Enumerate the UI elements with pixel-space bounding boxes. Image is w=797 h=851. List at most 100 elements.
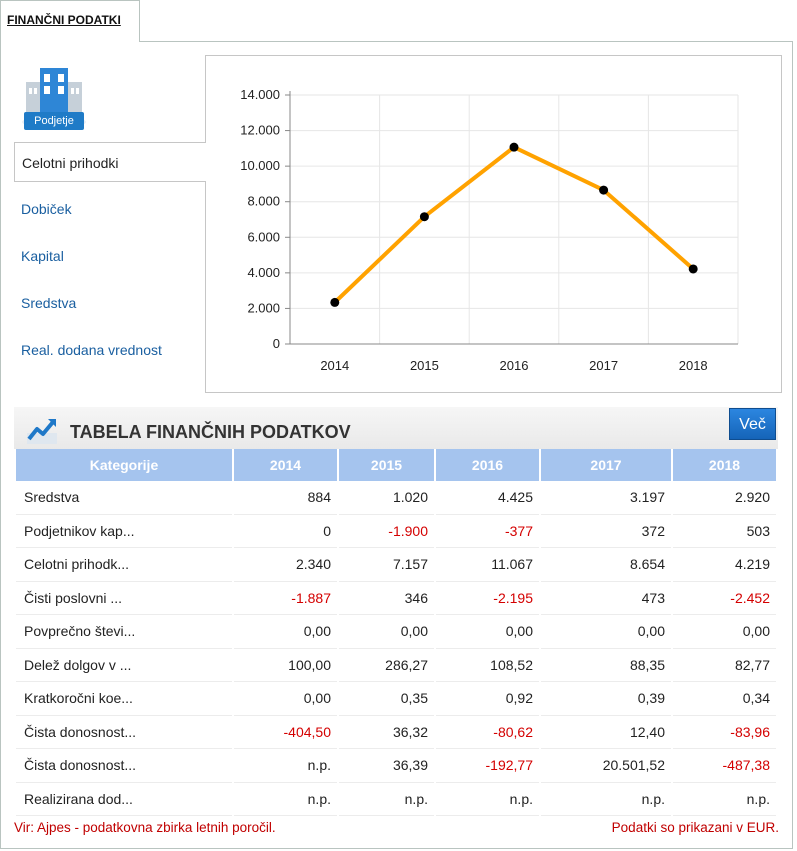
table-cell: 12,40 — [541, 716, 671, 749]
table-header-row: Kategorije 2014 2015 2016 2017 2018 — [16, 449, 776, 481]
y-tick-label: 14.000 — [240, 87, 280, 102]
table-cell: 20.501,52 — [541, 749, 671, 783]
side-item-kapital[interactable]: Kapital — [21, 248, 64, 264]
table-cell: 7.157 — [339, 548, 434, 582]
table-cell: 11.067 — [436, 548, 539, 582]
section-title: TABELA FINANČNIH PODATKOV — [70, 422, 351, 442]
row-label: Podjetnikov kap... — [16, 515, 232, 548]
table-cell: n.p. — [436, 783, 539, 816]
table-cell: 108,52 — [436, 649, 539, 682]
table-cell: 88,35 — [541, 649, 671, 682]
x-tick-label-2014: 2014 — [320, 358, 349, 373]
side-item-dobicek[interactable]: Dobiček — [21, 201, 72, 217]
more-button[interactable]: Več — [729, 408, 776, 440]
x-tick-label-2017: 2017 — [589, 358, 618, 373]
table-cell: 8.654 — [541, 548, 671, 582]
y-tick-label: 4.000 — [247, 265, 280, 280]
revenue-chart: 0 2.000 4.000 6.000 8.000 10.000 12.000 14.000 2… — [205, 55, 782, 393]
table-cell: 82,77 — [673, 649, 776, 682]
table-cell: 36,39 — [339, 749, 434, 783]
table-cell: -2.195 — [436, 582, 539, 615]
table-cell: 286,27 — [339, 649, 434, 682]
x-tick-label-2015: 2015 — [410, 358, 439, 373]
column-header-kategorije: Kategorije — [16, 449, 232, 481]
y-tick-label: 6.000 — [247, 229, 280, 244]
logo-label: Podjetje — [24, 112, 84, 130]
table-cell: 3.197 — [541, 481, 671, 515]
content-panel — [0, 41, 793, 849]
line-chart: 0 2.000 4.000 6.000 8.000 10.000 12.000 14.000 2… — [240, 87, 739, 373]
table-cell: 1.020 — [339, 481, 434, 515]
financial-table: Kategorije 2014 2015 2016 2017 2018 Sredstva 8… — [14, 449, 778, 816]
table-cell: 0,00 — [339, 615, 434, 649]
x-tick-label-2018: 2018 — [679, 358, 708, 373]
table-cell: 2.920 — [673, 481, 776, 515]
table-cell: 0,92 — [436, 682, 539, 716]
side-item-celotni-prihodki[interactable]: Celotni prihodki — [14, 142, 206, 182]
table-cell: 0,34 — [673, 682, 776, 716]
column-header-2018: 2018 — [673, 449, 776, 481]
table-cell: 0,39 — [541, 682, 671, 716]
row-label: Čista donosnost... — [16, 749, 232, 783]
table-cell: n.p. — [234, 783, 337, 816]
table-row: Realizirana dod... n.p. n.p. n.p. n.p. n.p. — [16, 783, 776, 816]
data-point-2014 — [330, 297, 340, 307]
side-item-sredstva[interactable]: Sredstva — [21, 295, 77, 311]
table-cell: 0 — [234, 515, 337, 548]
section-header: TABELA FINANČNIH PODATKOV — [14, 407, 778, 449]
row-label: Čista donosnost... — [16, 716, 232, 749]
table-cell: 4.219 — [673, 548, 776, 582]
table-cell: 884 — [234, 481, 337, 515]
row-label: Sredstva — [16, 481, 232, 515]
table-row: Podjetnikov kap... 0 -1.900 -377 372 503 — [16, 515, 776, 548]
table-cell: 4.425 — [436, 481, 539, 515]
table-cell: 100,00 — [234, 649, 337, 682]
y-tick-label: 10.000 — [240, 158, 280, 173]
row-label: Čisti poslovni ... — [16, 582, 232, 615]
table-cell: 346 — [339, 582, 434, 615]
series-line — [332, 145, 696, 305]
table-row: Čista donosnost... n.p. 36,39 -192,77 20.501… — [16, 749, 776, 783]
side-item-real-dodana-vrednost[interactable]: Real. dodana vrednost — [21, 342, 162, 358]
currency-note: Podatki so prikazani v EUR. — [611, 820, 779, 835]
trend-chart-icon — [27, 419, 57, 444]
table-cell: 0,00 — [436, 615, 539, 649]
table-cell: -2.452 — [673, 582, 776, 615]
row-label: Povprečno števi... — [16, 615, 232, 649]
column-header-2015: 2015 — [339, 449, 434, 481]
tab-financni-podatki[interactable]: FINANČNI PODATKI — [0, 0, 140, 42]
data-point-2018 — [688, 264, 698, 274]
side-nav: Celotni prihodki Dobiček Kapital Sredstv… — [14, 142, 206, 377]
row-label: Delež dolgov v ... — [16, 649, 232, 682]
y-tick-label: 0 — [273, 336, 280, 351]
table-cell: 2.340 — [234, 548, 337, 582]
row-label: Realizirana dod... — [16, 783, 232, 816]
table-row: Delež dolgov v ... 100,00 286,27 108,52 88,3… — [16, 649, 776, 682]
table-row: Povprečno števi... 0,00 0,00 0,00 0,00 0,00 — [16, 615, 776, 649]
table-cell: -377 — [436, 515, 539, 548]
column-header-2016: 2016 — [436, 449, 539, 481]
table-cell: -83,96 — [673, 716, 776, 749]
table-cell: -1.887 — [234, 582, 337, 615]
y-tick-label: 2.000 — [247, 300, 280, 315]
table-cell: 0,00 — [541, 615, 671, 649]
row-label: Kratkoročni koe... — [16, 682, 232, 716]
table-cell: 0,00 — [234, 615, 337, 649]
table-cell: -487,38 — [673, 749, 776, 783]
table-row: Čisti poslovni ... -1.887 346 -2.195 473 -2.4… — [16, 582, 776, 615]
data-point-2017 — [599, 185, 609, 195]
source-note: Vir: Ajpes - podatkovna zbirka letnih po… — [14, 820, 276, 835]
x-tick-label-2016: 2016 — [500, 358, 529, 373]
y-tick-label: 8.000 — [247, 194, 280, 209]
table-cell: -80,62 — [436, 716, 539, 749]
table-cell: n.p. — [673, 783, 776, 816]
table-cell: 0,35 — [339, 682, 434, 716]
table-cell: 0,00 — [673, 615, 776, 649]
table-cell: -192,77 — [436, 749, 539, 783]
y-tick-label: 12.000 — [240, 123, 280, 138]
table-cell: 503 — [673, 515, 776, 548]
table-cell: 36,32 — [339, 716, 434, 749]
row-label: Celotni prihodk... — [16, 548, 232, 582]
data-point-2016 — [509, 142, 519, 152]
table-cell: n.p. — [234, 749, 337, 783]
